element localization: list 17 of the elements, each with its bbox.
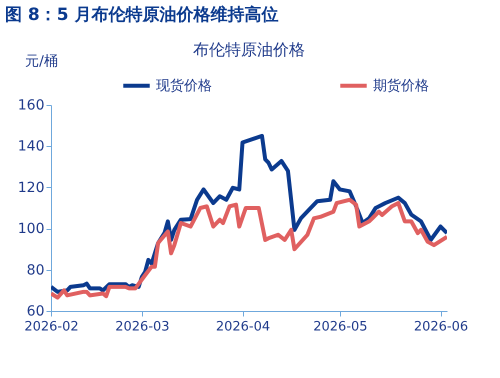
legend-label: 期货价格	[373, 78, 429, 94]
y-tick-label: 100	[18, 221, 44, 238]
chart-subtitle: 布伦特原油价格	[193, 40, 305, 59]
x-tick-label: 2026-03	[115, 320, 170, 334]
x-tick-label: 2026-05	[313, 320, 368, 334]
y-tick-label: 160	[18, 98, 44, 114]
chart-title: 图 8：5 月布伦特原油价格维持高位	[5, 5, 278, 25]
y-tick-label: 80	[26, 262, 44, 278]
y-tick-label: 120	[18, 180, 44, 196]
legend-label: 现货价格	[156, 78, 212, 94]
y-axis-title: 元/桶	[25, 54, 58, 70]
x-tick-label: 2026-06	[414, 320, 468, 334]
x-tick-label: 2026-04	[216, 320, 270, 334]
y-tick-label: 140	[18, 138, 44, 155]
x-tick-label: 2026-02	[24, 320, 79, 334]
line-series	[51, 198, 447, 300]
y-tick-label: 60	[26, 304, 44, 320]
